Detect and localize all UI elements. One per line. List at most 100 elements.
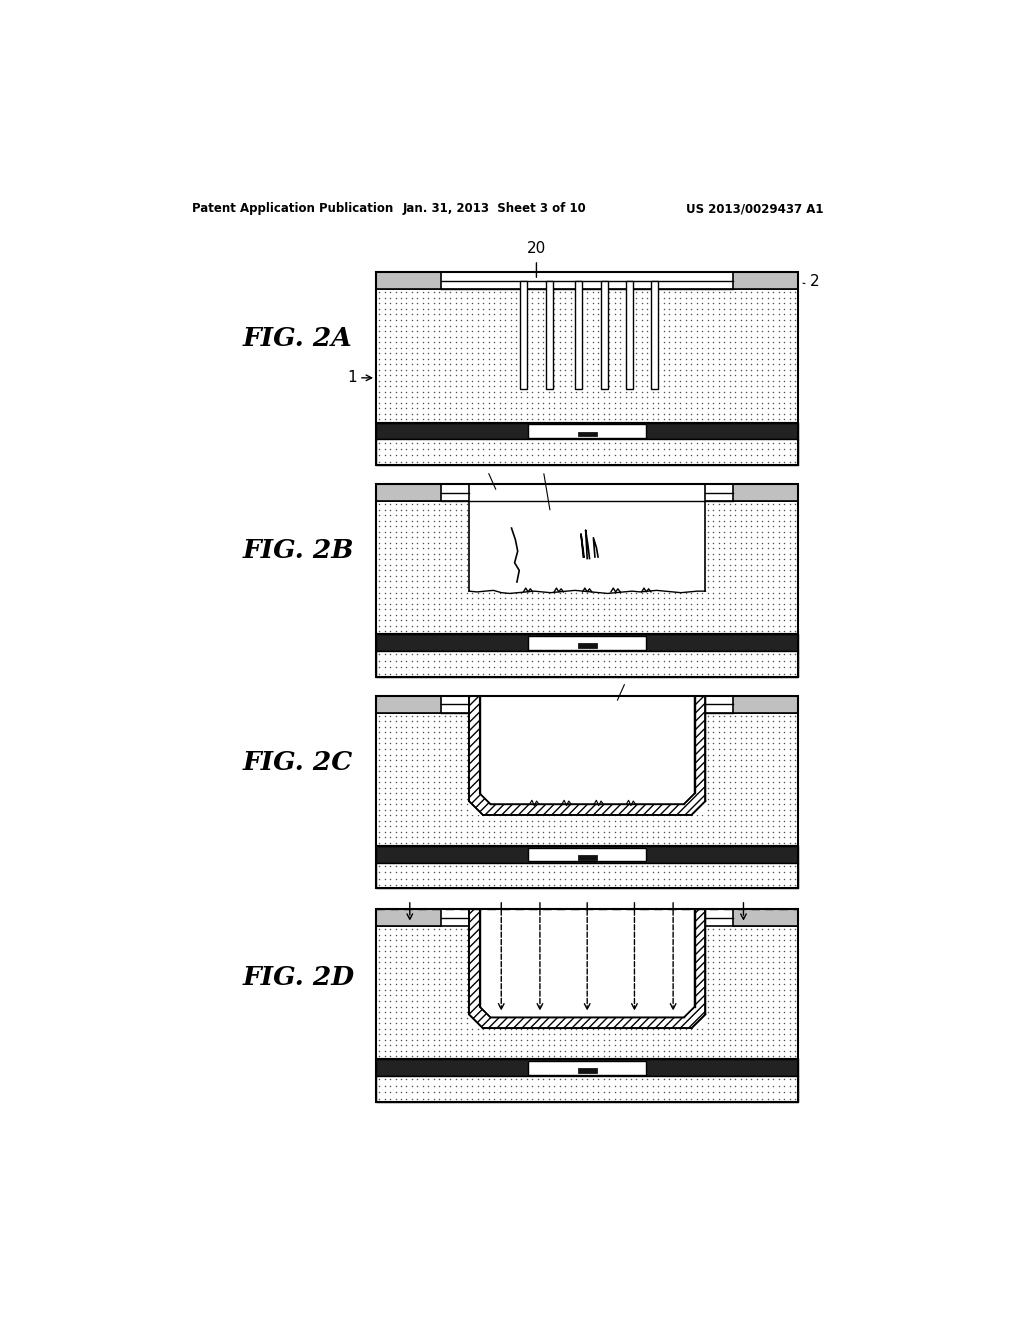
Point [536,504,552,525]
Point [529,985,546,1006]
Point [629,862,645,883]
Point [415,409,431,430]
Point [755,544,771,565]
Point [453,587,469,609]
Point [776,565,793,586]
Point [688,293,705,314]
Point [606,705,623,726]
Point [410,738,426,759]
Point [568,387,585,408]
Point [688,656,705,677]
Point [667,941,683,962]
Point [377,1035,393,1056]
Point [492,833,508,854]
Point [519,750,536,771]
Point [699,499,716,520]
Point [727,862,743,883]
Point [688,544,705,565]
Point [699,298,716,319]
Point [655,1045,672,1067]
Point [623,783,639,804]
Point [420,738,436,759]
Point [371,644,387,665]
Point [623,1030,639,1051]
Point [503,504,519,525]
Point [398,1002,415,1023]
Point [787,582,804,603]
Point [453,392,469,413]
Point [420,869,436,890]
Point [492,445,508,466]
Point [524,929,541,950]
Point [464,1081,480,1102]
Point [590,1007,606,1028]
Point [755,833,771,854]
Point [787,610,804,631]
Point [639,1030,655,1051]
Point [573,510,590,531]
Point [508,620,524,642]
Point [683,1076,699,1097]
Point [612,282,629,304]
Point [601,826,617,847]
Point [629,750,645,771]
Point [508,560,524,581]
Point [420,799,436,820]
Point [486,544,503,565]
Point [765,321,781,342]
Point [393,1040,410,1061]
Point [727,293,743,314]
Point [469,549,485,570]
Point [541,855,557,876]
Point [755,370,771,391]
Point [436,805,453,826]
Point [672,717,688,738]
Point [393,404,410,425]
Point [760,644,776,665]
Point [573,1088,590,1109]
Point [639,504,655,525]
Point [410,1045,426,1067]
Point [721,348,737,370]
Point [787,722,804,743]
Point [431,772,447,793]
Point [469,1069,485,1090]
Point [601,722,617,743]
Point [469,499,485,520]
Point [606,572,623,593]
Point [508,615,524,636]
Point [377,521,393,543]
Point [606,810,623,832]
Point [492,516,508,537]
Point [513,381,529,403]
Point [743,875,760,896]
Point [486,924,503,945]
Point [617,1040,634,1061]
Point [645,304,662,325]
Point [459,293,475,314]
Point [629,577,645,598]
Point [573,772,590,793]
Point [393,615,410,636]
Point [645,1030,662,1051]
Point [398,727,415,748]
Point [398,985,415,1006]
Point [475,1030,492,1051]
Point [519,537,536,558]
Point [579,799,595,820]
Point [486,952,503,973]
Point [415,651,431,672]
Point [716,738,732,759]
Point [442,364,459,385]
Point [787,587,804,609]
Point [573,359,590,380]
Point [672,364,688,385]
Point [497,722,513,743]
Point [721,941,737,962]
Point [732,826,749,847]
Point [585,869,601,890]
Point [524,370,541,391]
Point [557,651,573,672]
Point [519,620,536,642]
Point [508,744,524,766]
